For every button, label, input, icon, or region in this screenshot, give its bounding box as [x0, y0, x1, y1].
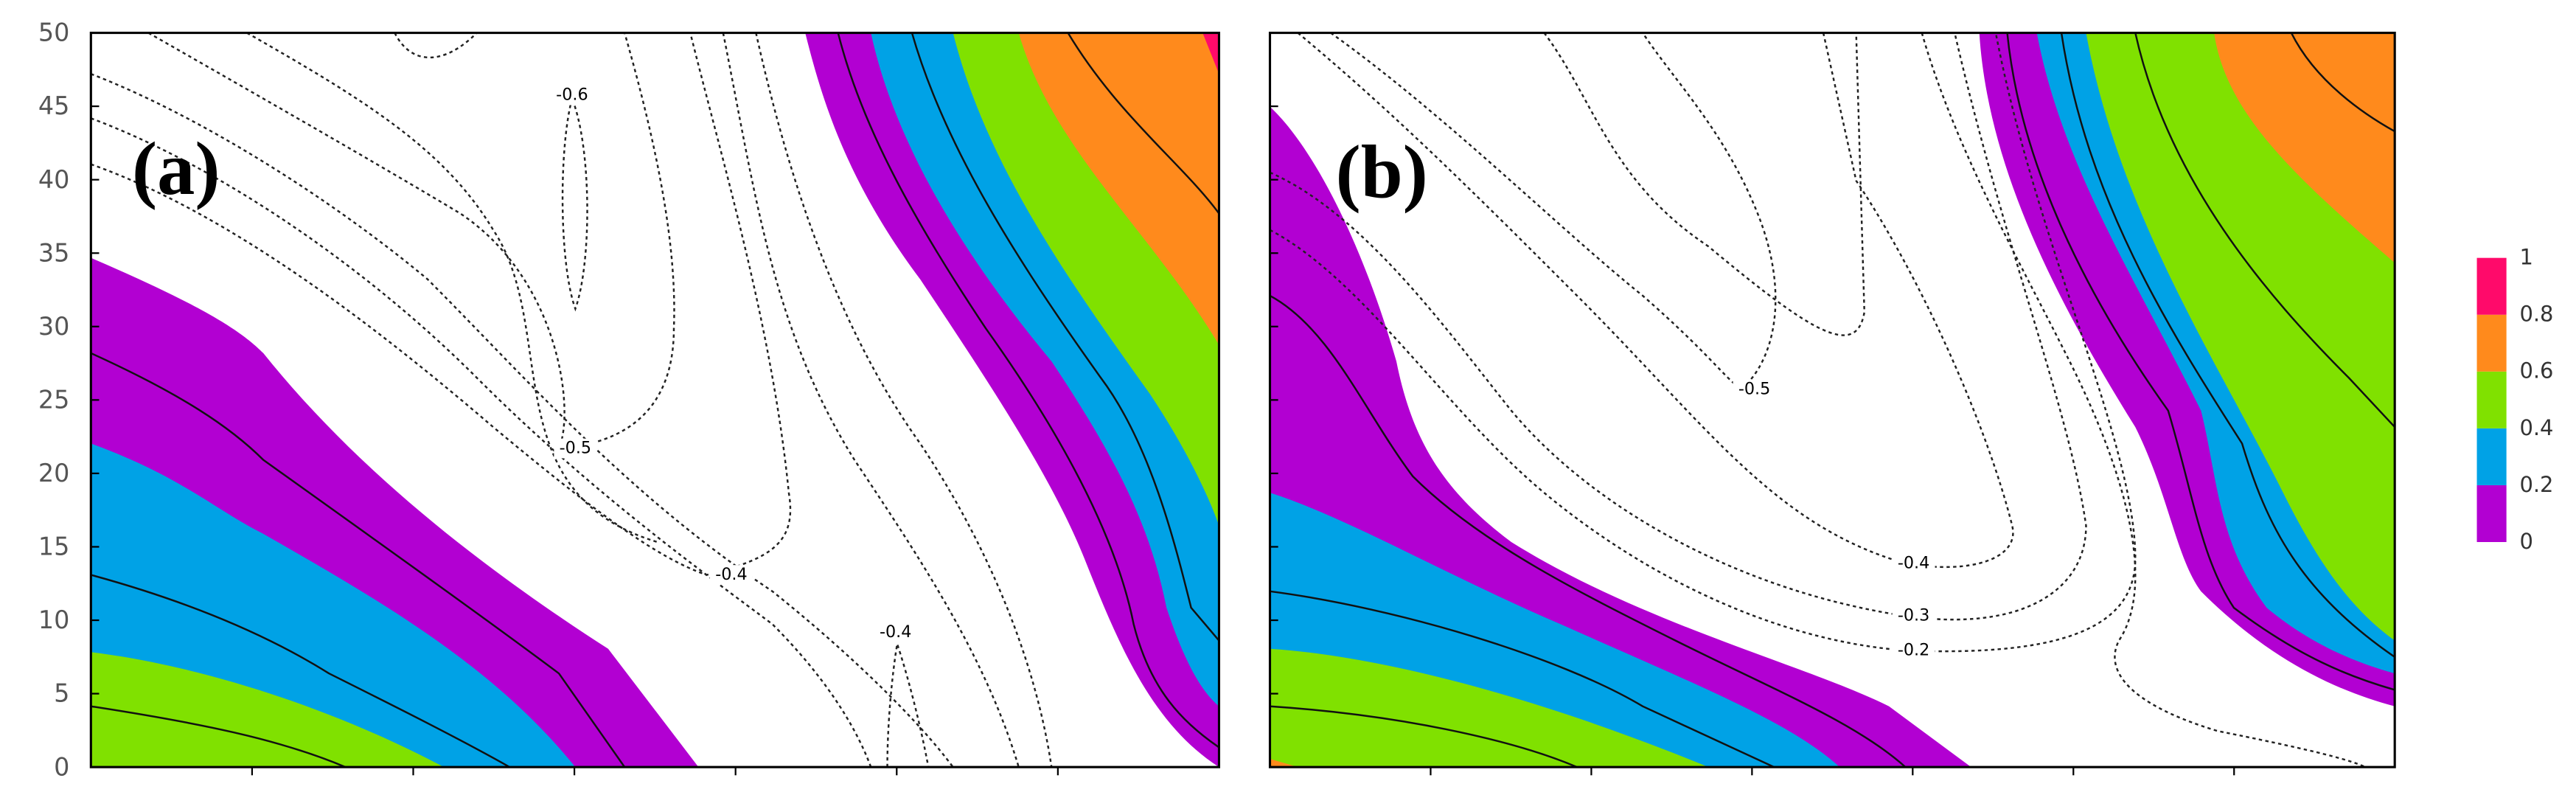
contour-line: [90, 574, 510, 768]
y-tick-label: 15: [38, 532, 70, 561]
panel-label: (a): [132, 128, 220, 211]
contour-line: [90, 117, 872, 768]
contour-line: [2006, 32, 2395, 691]
panel-b: [1268, 31, 2396, 768]
colorbar-label: 0.6: [2519, 358, 2553, 383]
contour-label: -0.3: [1898, 606, 1929, 625]
contour-label: -0.5: [560, 439, 591, 458]
contour-label: -0.2: [1898, 641, 1929, 660]
contour-line: [1297, 32, 2014, 569]
band: [1270, 648, 1709, 768]
contour-line: [1270, 705, 1578, 768]
contour-label: -0.4: [880, 622, 911, 642]
band: [1018, 32, 1219, 345]
contour-line: [90, 352, 626, 768]
contour-line: [1921, 32, 2366, 768]
contour-line: [90, 32, 792, 576]
contour-line: [561, 95, 588, 312]
colorbar-label: 0.8: [2519, 302, 2553, 327]
panel-a: [89, 31, 1221, 768]
y-tick-label: 40: [38, 165, 70, 194]
colorbar-segment: [2476, 314, 2507, 372]
contour-line: [722, 32, 1020, 768]
label-bg: [710, 565, 753, 585]
y-tick-label: 10: [38, 605, 70, 634]
colorbar-label: 0.4: [2519, 415, 2553, 440]
panel-label: (b): [1336, 131, 1428, 214]
contour-line: [755, 32, 1053, 768]
colorbar-label: 1: [2519, 245, 2533, 270]
contour-label: -0.4: [715, 565, 747, 584]
contour-line: [1270, 590, 1775, 768]
band: [2214, 32, 2395, 263]
contour-line: [2134, 32, 2396, 428]
contour-line: [90, 73, 954, 768]
label-bg: [1892, 553, 1935, 574]
label-bg: [874, 622, 917, 642]
colorbar-label: 0: [2519, 529, 2533, 554]
label-bg: [1892, 605, 1935, 626]
y-tick-label: 25: [38, 385, 70, 414]
contour-label: -0.5: [1738, 379, 1770, 398]
contour-line: [911, 32, 1220, 642]
contour-line: [837, 32, 1220, 749]
colorbar-segment: [2476, 485, 2507, 542]
contour-line: [2290, 32, 2395, 133]
y-tick-label: 30: [38, 312, 70, 341]
contour-label: -0.4: [1898, 553, 1929, 572]
y-tick-label: 50: [38, 18, 70, 47]
label-bg: [550, 85, 593, 105]
colorbar-segment: [2476, 428, 2507, 485]
contour-line: [1543, 32, 1866, 336]
contour-label: -0.6: [556, 86, 588, 105]
y-tick-label: 35: [38, 238, 70, 267]
y-tick-label: 5: [54, 679, 69, 708]
contour-line: [1269, 294, 1907, 768]
label-bg: [1892, 640, 1935, 661]
band: [91, 652, 445, 768]
label-bg: [1733, 379, 1776, 400]
y-tick-label: 0: [54, 752, 69, 781]
colorbar-segment: [2476, 257, 2507, 315]
contour-line: [147, 32, 675, 450]
label-bg: [554, 438, 597, 459]
contour-line: [2060, 32, 2395, 658]
y-tick-label: 20: [38, 459, 70, 487]
contour-line: [91, 705, 347, 768]
colorbar-segment: [2476, 371, 2507, 428]
y-tick-label: 45: [38, 91, 70, 120]
colorbar-label: 0.2: [2519, 472, 2553, 497]
contour-line: [1067, 32, 1220, 215]
